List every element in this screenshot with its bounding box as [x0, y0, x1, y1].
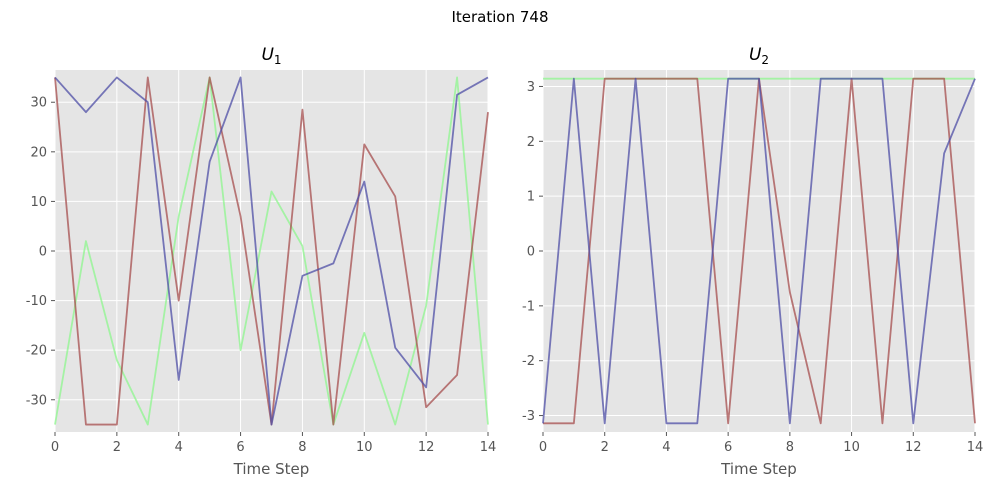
x-tick-label: 14: [967, 440, 984, 455]
y-tick-label: 3: [527, 80, 535, 95]
y-tick-label: -2: [522, 354, 535, 369]
y-tick-label: 20: [30, 145, 47, 160]
plot-title-subscript: 2: [761, 53, 769, 67]
x-tick-label: 8: [298, 440, 306, 455]
plot-title: U2: [749, 45, 769, 67]
x-tick-label: 4: [662, 440, 670, 455]
plot-title-base: U: [749, 45, 762, 65]
y-tick-label: 10: [30, 195, 47, 210]
y-tick-label: 30: [30, 96, 47, 111]
x-axis-label: Time Step: [233, 460, 310, 478]
plot-title: U1: [261, 45, 281, 67]
plot-u1: 0 2 4 6 8 10 12 14 -30 -20 -10 0 10 20 30 U1 Time Step: [26, 45, 497, 478]
x-tick-label: 6: [724, 440, 732, 455]
y-tick-label: -30: [26, 393, 47, 408]
x-tick-label: 10: [356, 440, 373, 455]
series-line-3: [54, 76, 489, 426]
x-tick-label: 10: [843, 440, 860, 455]
x-tick-label: 2: [113, 440, 121, 455]
series-line-1: [54, 76, 489, 426]
x-tick-label: 2: [601, 440, 609, 455]
y-tick-label: 1: [527, 190, 535, 205]
y-tick-label: -10: [26, 294, 47, 309]
y-tick-label: 0: [39, 245, 47, 260]
y-tick-label: -20: [26, 344, 47, 359]
series-line-3: [542, 77, 976, 425]
x-tick-label: 14: [480, 440, 497, 455]
figure-title: Iteration 748: [451, 8, 548, 26]
y-tick-label: 2: [527, 135, 535, 150]
x-tick-label: 0: [539, 440, 547, 455]
x-tick-label: 6: [236, 440, 244, 455]
plot-title-subscript: 1: [274, 53, 282, 67]
x-tick-label: 4: [175, 440, 183, 455]
y-tick-label: 0: [527, 245, 535, 260]
x-tick-label: 12: [418, 440, 435, 455]
x-axis-label: Time Step: [720, 460, 797, 478]
x-tick-label: 0: [51, 440, 59, 455]
x-tick-label: 12: [905, 440, 922, 455]
y-tick-label: -3: [522, 409, 535, 424]
y-tick-label: -1: [522, 299, 535, 314]
x-tick-label: 8: [786, 440, 794, 455]
plot-title-base: U: [261, 45, 274, 65]
